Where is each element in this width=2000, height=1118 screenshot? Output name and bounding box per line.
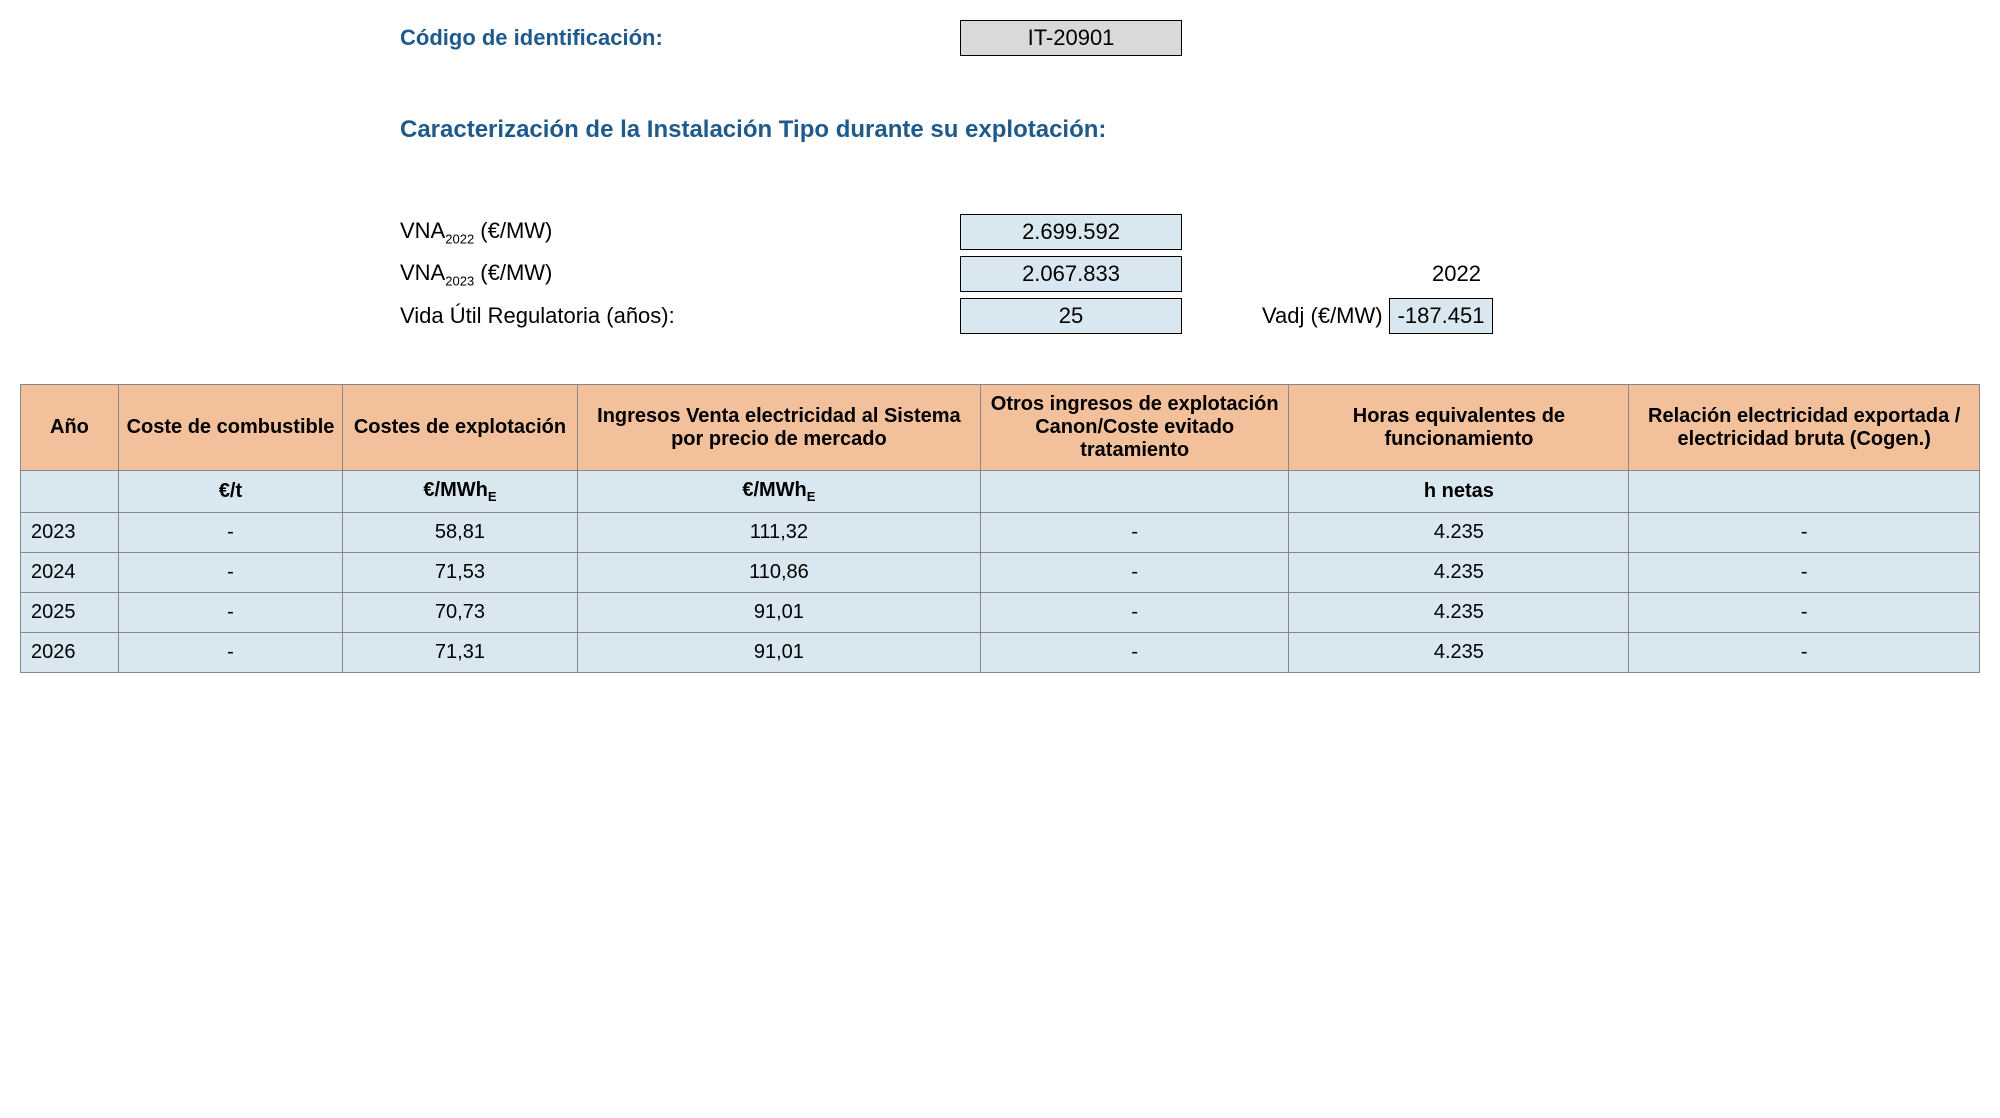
cell-explotacion: 71,53 — [343, 553, 578, 593]
section-title: Caracterización de la Instalación Tipo d… — [400, 116, 1106, 144]
table-row: 2026-71,3191,01-4.235- — [21, 633, 1980, 673]
table-body: €/t €/MWhE €/MWhE h netas 2023-58,81111,… — [21, 471, 1980, 673]
cell-relacion: - — [1629, 633, 1980, 673]
cell-otros: - — [980, 513, 1288, 553]
vna2022-label: VNA2022 (€/MW) — [400, 218, 960, 246]
unit-combustible: €/t — [118, 471, 342, 513]
table-row: 2025-70,7391,01-4.235- — [21, 593, 1980, 633]
data-table: Año Coste de combustible Costes de explo… — [20, 384, 1980, 673]
cell-ano: 2026 — [21, 633, 119, 673]
cell-explotacion: 58,81 — [343, 513, 578, 553]
cell-relacion: - — [1629, 513, 1980, 553]
vadj-value: -187.451 — [1389, 298, 1494, 334]
cell-ingresos: 91,01 — [577, 593, 980, 633]
id-value: IT-20901 — [960, 20, 1182, 56]
col-otros: Otros ingresos de explotación Canon/Cost… — [980, 385, 1288, 471]
cell-horas: 4.235 — [1289, 633, 1629, 673]
vida-label: Vida Útil Regulatoria (años): — [400, 303, 960, 329]
unit-ingresos: €/MWhE — [577, 471, 980, 513]
cell-ano: 2023 — [21, 513, 119, 553]
cell-combustible: - — [118, 513, 342, 553]
side-year: 2022 — [1432, 261, 1481, 287]
cell-combustible: - — [118, 593, 342, 633]
cell-explotacion: 70,73 — [343, 593, 578, 633]
unit-explotacion: €/MWhE — [343, 471, 578, 513]
unit-ano — [21, 471, 119, 513]
unit-horas: h netas — [1289, 471, 1629, 513]
cell-ingresos: 110,86 — [577, 553, 980, 593]
vadj-group: Vadj (€/MW) -187.451 — [1262, 298, 1493, 334]
cell-horas: 4.235 — [1289, 513, 1629, 553]
vna2023-label: VNA2023 (€/MW) — [400, 260, 960, 288]
id-label: Código de identificación: — [400, 25, 960, 51]
col-relacion: Relación electricidad exportada / electr… — [1629, 385, 1980, 471]
cell-otros: - — [980, 593, 1288, 633]
cell-horas: 4.235 — [1289, 553, 1629, 593]
table-header-row: Año Coste de combustible Costes de explo… — [21, 385, 1980, 471]
cell-ano: 2025 — [21, 593, 119, 633]
vadj-label: Vadj (€/MW) — [1262, 303, 1383, 329]
table-row: 2023-58,81111,32-4.235- — [21, 513, 1980, 553]
table-units-row: €/t €/MWhE €/MWhE h netas — [21, 471, 1980, 513]
unit-relacion — [1629, 471, 1980, 513]
col-ingresos: Ingresos Venta electricidad al Sistema p… — [577, 385, 980, 471]
col-horas: Horas equivalentes de funcionamiento — [1289, 385, 1629, 471]
cell-combustible: - — [118, 553, 342, 593]
vna2022-value: 2.699.592 — [960, 214, 1182, 250]
table-row: 2024-71,53110,86-4.235- — [21, 553, 1980, 593]
cell-relacion: - — [1629, 593, 1980, 633]
col-ano: Año — [21, 385, 119, 471]
vida-value: 25 — [960, 298, 1182, 334]
cell-ingresos: 91,01 — [577, 633, 980, 673]
header-section: Código de identificación: IT-20901 Carac… — [400, 20, 1980, 334]
col-combustible: Coste de combustible — [118, 385, 342, 471]
cell-combustible: - — [118, 633, 342, 673]
col-explotacion: Costes de explotación — [343, 385, 578, 471]
cell-relacion: - — [1629, 553, 1980, 593]
cell-ano: 2024 — [21, 553, 119, 593]
cell-explotacion: 71,31 — [343, 633, 578, 673]
cell-otros: - — [980, 553, 1288, 593]
cell-horas: 4.235 — [1289, 593, 1629, 633]
unit-otros — [980, 471, 1288, 513]
cell-ingresos: 111,32 — [577, 513, 980, 553]
vna2023-value: 2.067.833 — [960, 256, 1182, 292]
cell-otros: - — [980, 633, 1288, 673]
